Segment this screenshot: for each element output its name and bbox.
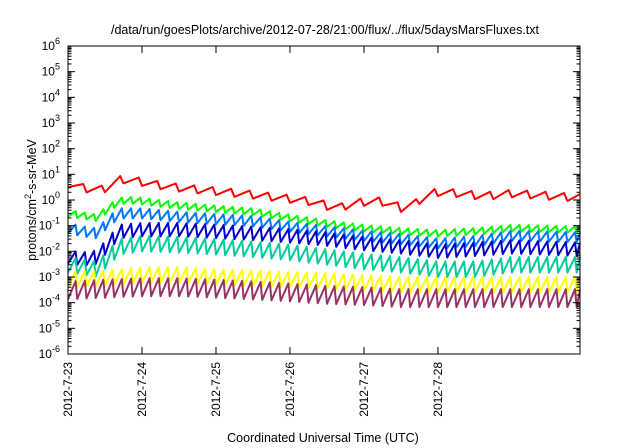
y-tick-label: 103 [42, 113, 60, 130]
x-tick-label: 2012-7-25 [209, 362, 223, 417]
series-line-3 [67, 207, 581, 250]
x-tick-label: 2012-7-26 [283, 362, 297, 417]
y-axis-title-pre: protons/cm [25, 199, 39, 261]
series-line-7 [67, 277, 581, 309]
y-axis-title: protons/cm2-s-sr-MeV [23, 138, 39, 260]
series-line-1 [67, 175, 581, 213]
y-tick-label: 10-6 [39, 344, 60, 361]
x-tick-label: 2012-7-28 [431, 362, 445, 417]
y-tick-label: 105 [42, 62, 60, 79]
y-tick-label: 102 [42, 139, 60, 156]
chart-title: /data/run/goesPlots/archive/2012-07-28/2… [111, 23, 540, 37]
series-layer [67, 175, 581, 309]
y-tick-label: 104 [42, 87, 60, 104]
x-axis-title: Coordinated Universal Time (UTC) [227, 431, 419, 445]
y-axis-title-sup: 2 [23, 194, 33, 199]
y-tick-label: 10-4 [39, 293, 60, 310]
series-line-5 [67, 235, 581, 278]
series-line-6 [67, 266, 581, 294]
x-tick-label: 2012-7-24 [135, 362, 149, 417]
y-tick-label: 10-1 [39, 216, 60, 233]
x-axis: 2012-7-23 2012-7-24 2012-7-25 2012-7-26 2012… [61, 46, 445, 417]
y-tick-label: 10-3 [39, 267, 60, 284]
series-line-4 [67, 221, 581, 267]
y-tick-label: 10-5 [39, 318, 60, 335]
y-tick-label: 106 [42, 36, 60, 53]
y-axis: 10-6 10-5 10-4 10-3 10-2 10-1 100 101 102 103 104 1… [39, 36, 580, 361]
y-tick-label: 10-2 [39, 241, 60, 258]
x-tick-label: 2012-7-27 [357, 362, 371, 417]
series-line-2 [67, 196, 581, 238]
y-axis-title-post: -s-sr-MeV [25, 138, 39, 194]
y-tick-label: 101 [42, 164, 60, 181]
y-tick-label: 100 [42, 190, 60, 207]
x-tick-label: 2012-7-23 [61, 362, 75, 417]
